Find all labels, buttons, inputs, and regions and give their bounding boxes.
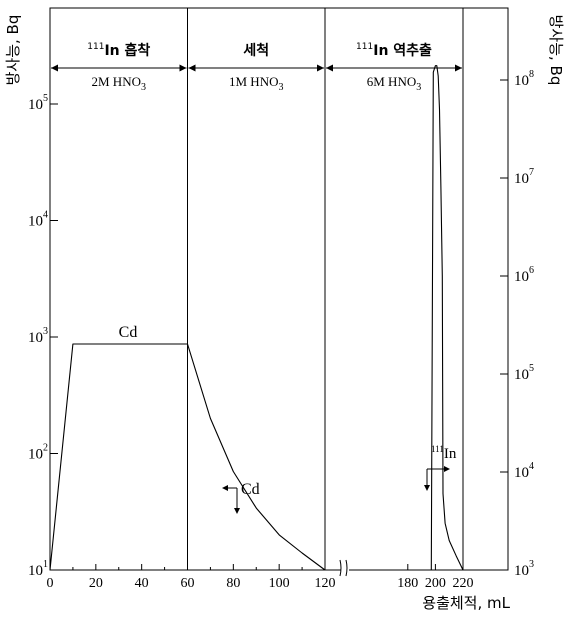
x-tick-label: 0: [47, 576, 54, 591]
y-right-tick-label: 106: [514, 265, 534, 285]
y-axis-label-left: 방사능, Bq: [4, 15, 22, 86]
series-line-cd: [49, 343, 326, 571]
y-left-tick-label: 105: [28, 93, 48, 113]
stage-solution: 1M HNO3: [229, 74, 283, 93]
y-right-tick-label: 108: [514, 69, 534, 89]
y-left-tick-label: 102: [28, 443, 48, 463]
annotation-arrowhead: [444, 466, 450, 472]
stage-arrow-head-right: [317, 64, 324, 72]
annotation-cd-decline: Cd: [241, 481, 260, 498]
series-line-111-in: [430, 65, 464, 571]
x-tick-label: 220: [453, 576, 474, 591]
stage-dividers: [187, 8, 464, 570]
stage-name: 111In 흡착: [87, 42, 150, 59]
x-tick-label: 60: [181, 576, 195, 591]
x-tick-label: 120: [315, 576, 336, 591]
stage-solution: 2M HNO3: [92, 74, 146, 93]
annotation-in-tail: 111In: [431, 444, 457, 462]
x-tick-label: 180: [397, 576, 418, 591]
x-axis: 0 20 40 60 80 100 120 180 200 220: [47, 559, 474, 591]
x-tick-label: 40: [135, 576, 149, 591]
stage-solution: 6M HNO3: [367, 74, 421, 93]
stage-arrow-head-right: [455, 64, 462, 72]
stage-arrow-head-left: [51, 64, 58, 72]
stage-arrow-head-left: [326, 64, 333, 72]
left-y-axis: 101 102 103 104 105: [28, 93, 58, 579]
x-axis-label: 용출체적, mL: [422, 594, 510, 612]
annotation-arrowhead: [424, 485, 430, 491]
x-tick-label: 80: [226, 576, 240, 591]
x-tick-label: 100: [269, 576, 290, 591]
series-lines: [49, 65, 464, 571]
y-right-tick-label: 104: [514, 461, 534, 481]
y-right-tick-label: 105: [514, 363, 534, 383]
y-left-tick-label: 104: [28, 210, 48, 230]
axis-break-gap: [341, 560, 349, 576]
stage-headers: 111In 흡착 2M HNO3 세척 1M HNO3 111In 역추출 6M HNO3: [51, 42, 462, 93]
y-left-tick-label: 103: [28, 326, 48, 346]
stage-name: 111In 역추출: [356, 42, 432, 59]
x-tick-label: 20: [89, 576, 103, 591]
y-right-tick-label: 107: [514, 167, 534, 187]
y-left-tick-label: 101: [28, 559, 48, 579]
stage-arrow-head-left: [188, 64, 196, 72]
annotation-arrowhead: [222, 485, 228, 491]
stage-arrow-head-right: [179, 64, 187, 72]
y-axis-label-right: 방사능, Bq: [547, 15, 565, 86]
stage-name: 세척: [243, 43, 269, 59]
right-y-axis: 103 104 105 106 107 108: [500, 69, 534, 579]
y-right-tick-label: 103: [514, 559, 534, 579]
axis-break-mark: [345, 559, 348, 577]
annotation-cd-plateau: Cd: [119, 324, 138, 341]
axis-break-mark: [339, 559, 342, 577]
annotations: Cd Cd 111In: [119, 324, 457, 514]
x-tick-label: 200: [425, 576, 446, 591]
annotation-arrowhead: [234, 508, 240, 514]
